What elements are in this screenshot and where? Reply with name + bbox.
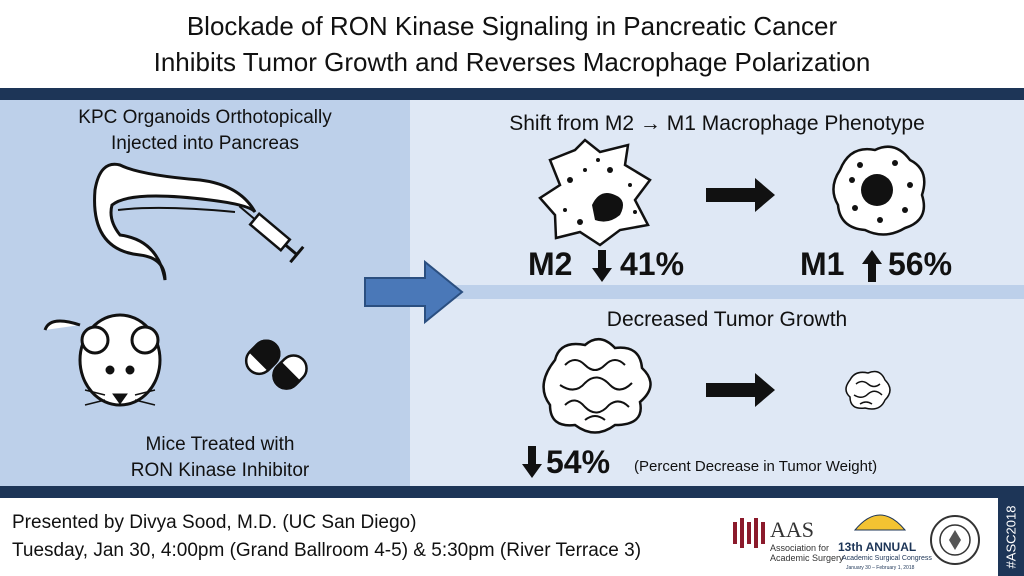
flow-arrow bbox=[364, 259, 464, 325]
aas-logo-mark bbox=[733, 518, 765, 548]
m2-change: 41% bbox=[620, 246, 685, 282]
pancreas bbox=[93, 162, 257, 281]
m1-change: 56% bbox=[888, 246, 953, 282]
presenter: Presented by Divya Sood, M.D. (UC San Di… bbox=[12, 512, 417, 533]
aas-text: Association for Academic Surgery bbox=[770, 543, 844, 563]
divider bbox=[410, 285, 1024, 299]
schedule: Tuesday, Jan 30, 4:00pm (Grand Ballroom … bbox=[12, 540, 642, 561]
text-line: Academic Surgery bbox=[770, 553, 844, 563]
asc-edition: 13th ANNUAL bbox=[838, 540, 917, 554]
text-line: RON Kinase Inhibitor bbox=[130, 460, 310, 481]
text-line: KPC Organoids Orthotopically bbox=[78, 107, 332, 128]
hashtag: #ASC2018 bbox=[1003, 505, 1019, 569]
arrow bbox=[706, 178, 775, 212]
syringe bbox=[238, 205, 305, 264]
m1-label: M1 bbox=[800, 246, 845, 282]
arrow bbox=[706, 373, 775, 407]
text-line: Mice Treated with bbox=[145, 434, 295, 455]
text-line: Injected into Pancreas bbox=[110, 133, 299, 154]
aas-name: AAS bbox=[770, 517, 815, 542]
tumor-note: (Percent Decrease in Tumor Weight) bbox=[634, 458, 878, 475]
m2-macrophage bbox=[538, 138, 652, 247]
title: Blockade of RON Kinase Signaling in Panc… bbox=[0, 8, 1024, 80]
asc-name: Academic Surgical Congress bbox=[842, 555, 932, 562]
hashtag-bar bbox=[998, 498, 1024, 576]
tumor-heading: Decreased Tumor Growth bbox=[606, 308, 848, 331]
large-tumor bbox=[542, 338, 652, 434]
asc-logo-mark bbox=[853, 514, 907, 531]
treatment-text: Mice Treated with RON Kinase Inhibitor bbox=[40, 432, 400, 484]
bottom-bar bbox=[0, 486, 1024, 498]
macrophage-heading: Shift from M2 → M1 Macrophage Phenotype bbox=[509, 112, 925, 135]
small-tumor bbox=[845, 370, 891, 410]
duct bbox=[117, 206, 236, 213]
top-bar bbox=[0, 88, 1024, 100]
left-panel bbox=[0, 100, 410, 486]
title-line: Blockade of RON Kinase Signaling in Panc… bbox=[186, 11, 838, 41]
m2-label: M2 bbox=[528, 246, 573, 282]
stat-arrows bbox=[522, 250, 882, 478]
asc-dates: January 30 – February 1, 2018 bbox=[846, 565, 915, 571]
seal bbox=[930, 515, 980, 565]
injection-text: KPC Organoids Orthotopically Injected in… bbox=[0, 105, 410, 157]
m1-macrophage bbox=[832, 145, 926, 236]
text-line: Association for bbox=[770, 543, 830, 553]
pills bbox=[244, 339, 308, 390]
mouse bbox=[43, 313, 162, 407]
tumor-change: 54% bbox=[546, 444, 611, 480]
title-line: Inhibits Tumor Growth and Reverses Macro… bbox=[153, 47, 871, 77]
